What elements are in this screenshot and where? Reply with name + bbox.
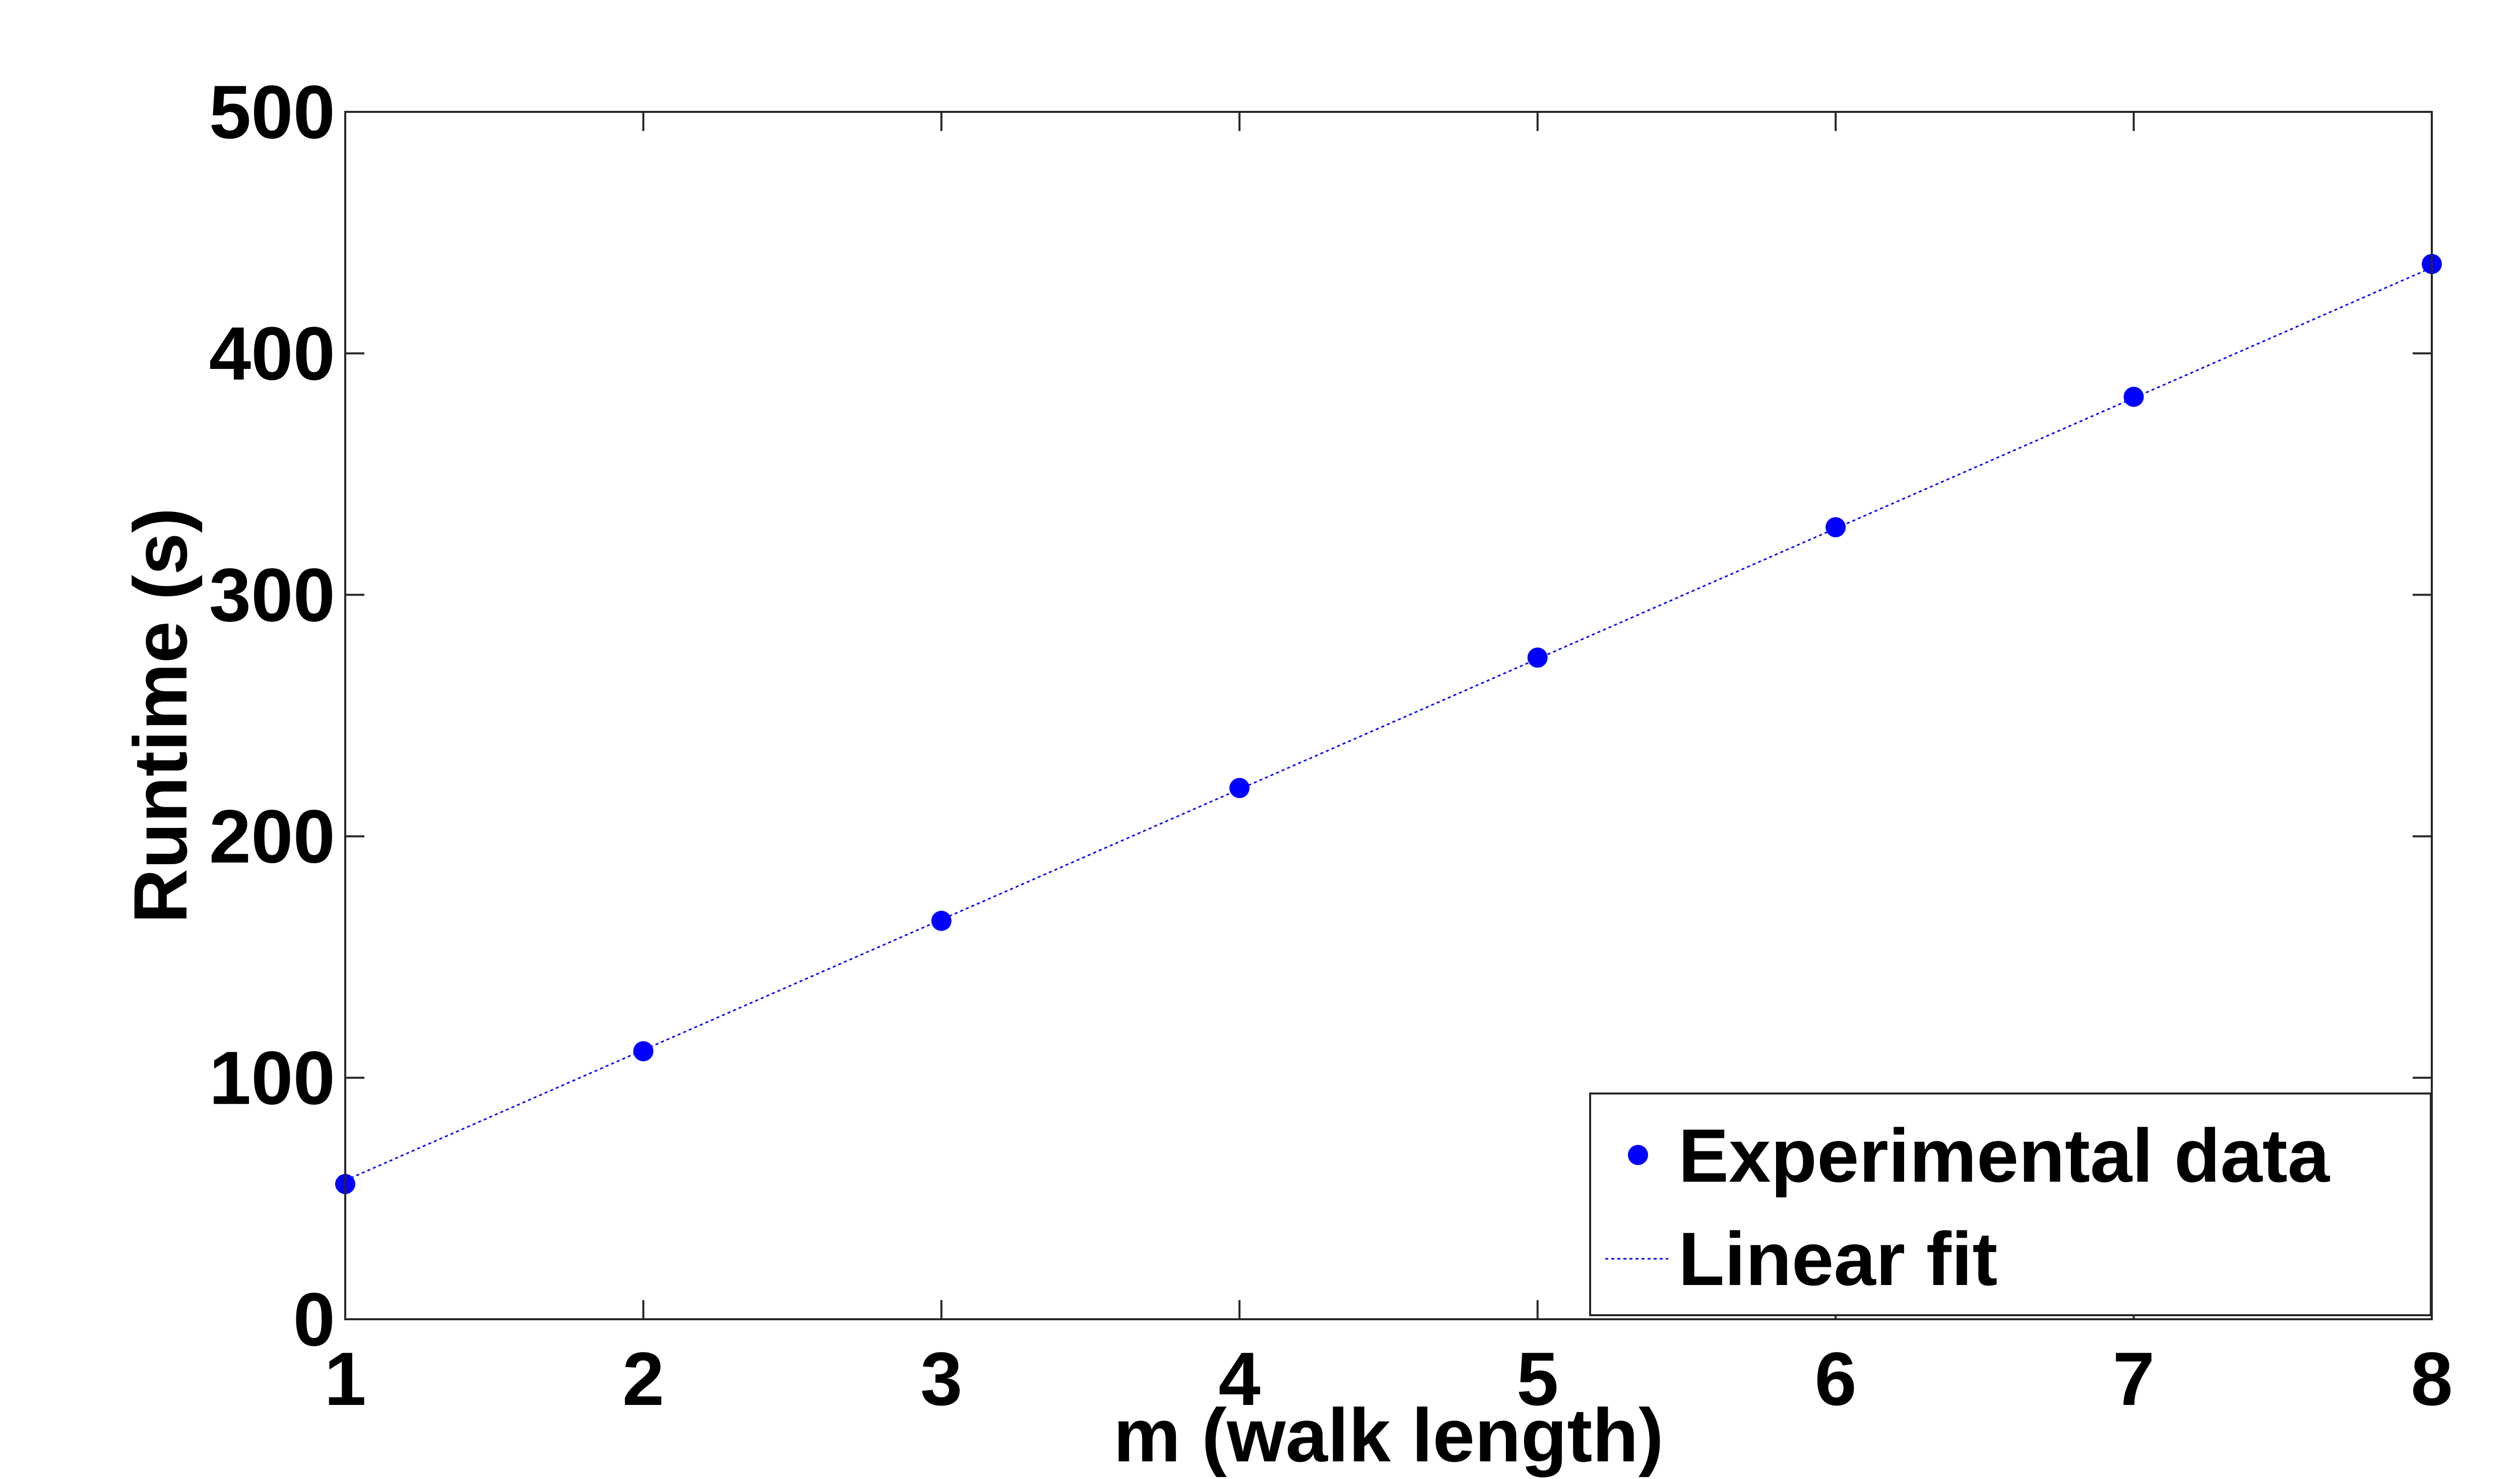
x-tick-label: 6 [1814,1336,1856,1421]
linear-fit-line [345,267,2432,1181]
plot-area-frame [344,111,2433,1320]
experimental-data-point [931,911,952,931]
experimental-data-point [2123,387,2144,407]
experimental-data-point [1825,517,1846,538]
legend-marker-experimental-data [1628,1145,1648,1165]
y-tick-label: 300 [209,552,335,637]
experimental-data-point [1527,647,1548,668]
y-tick-label: 400 [209,311,335,396]
plot-series [335,253,2442,1194]
legend-label-experimental-data: Experimental data [1678,1113,2330,1198]
x-tick-label: 7 [2113,1336,2155,1421]
x-tick-label: 2 [622,1336,664,1421]
legend: Experimental data Linear fit [1589,1092,2432,1316]
x-axis-title: m (walk length) [1113,1393,1664,1477]
y-tick-label: 200 [209,794,335,879]
y-tick-label: 0 [293,1277,335,1362]
legend-box [1589,1092,2432,1316]
experimental-data-point [1229,778,1250,798]
y-tick-label: 500 [209,70,335,154]
experimental-data-point [633,1041,654,1062]
x-tick-label: 4 [1219,1336,1261,1421]
x-tick-label: 1 [324,1336,366,1421]
x-tick-label: 8 [2411,1336,2452,1421]
x-tick-label: 5 [1517,1336,1558,1421]
x-tick-label: 3 [920,1336,962,1421]
axis-tick-labels: 1 2 3 4 5 6 7 8 0 100 200 300 400 500 [209,70,2453,1421]
y-axis-title: Runtime (s) [118,508,203,924]
y-tick-label: 100 [209,1036,335,1120]
legend-label-linear-fit: Linear fit [1678,1216,1997,1301]
